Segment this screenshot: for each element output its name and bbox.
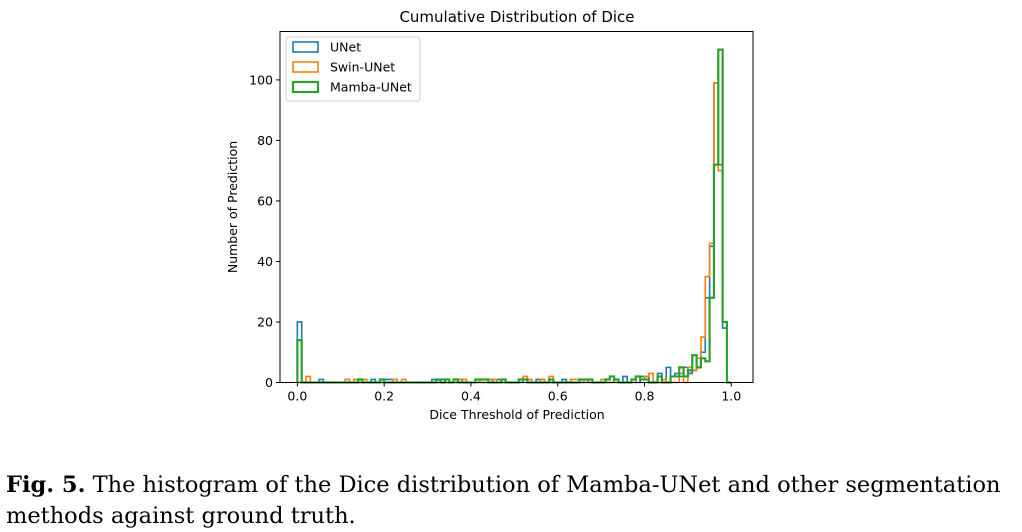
legend-label: UNet — [330, 40, 361, 55]
histogram-series-unet — [296, 82, 732, 384]
x-tick-label: 0.4 — [461, 389, 481, 404]
x-tick-label: 1.0 — [721, 389, 741, 404]
y-tick-label: 40 — [257, 254, 273, 269]
y-tick-label: 60 — [257, 193, 273, 208]
x-tick-label: 0.8 — [635, 389, 655, 404]
y-axis-label: Number of Prediction — [225, 141, 240, 273]
x-tick-label: 0.0 — [287, 389, 307, 404]
x-tick-label: 0.2 — [374, 389, 394, 404]
legend-label: Swin-UNet — [330, 60, 395, 75]
histogram-chart: Cumulative Distribution of Dice 0.0 0.2 0.… — [225, 8, 754, 422]
x-tick-label: 0.6 — [548, 389, 568, 404]
histogram-series-swin-unet — [297, 82, 732, 384]
chart-legend: UNet Swin-UNet Mamba-UNet — [285, 36, 421, 102]
y-axis-ticks: 0 20 40 60 80 100 — [249, 72, 280, 390]
figure-caption: Fig. 5. The histogram of the Dice distri… — [6, 470, 1018, 532]
figure-caption-label: Fig. 5. — [6, 472, 86, 498]
y-tick-label: 0 — [265, 375, 273, 390]
y-tick-label: 20 — [257, 314, 273, 329]
legend-swatch — [292, 41, 319, 53]
legend-label: Mamba-UNet — [330, 80, 412, 95]
figure-caption-text: The histogram of the Dice distribution o… — [6, 472, 1001, 529]
x-axis-ticks: 0.0 0.2 0.4 0.6 0.8 1.0 — [287, 382, 741, 404]
plot-area-frame — [279, 31, 754, 383]
legend-items: UNet Swin-UNet Mamba-UNet — [291, 40, 412, 95]
y-tick-label: 80 — [257, 133, 273, 148]
chart-title: Cumulative Distribution of Dice — [399, 8, 634, 26]
x-axis-label: Dice Threshold of Prediction — [429, 407, 604, 422]
legend-swatch — [291, 80, 320, 94]
legend-swatch — [292, 61, 319, 73]
legend-box — [285, 36, 421, 102]
y-tick-label: 100 — [249, 72, 273, 87]
